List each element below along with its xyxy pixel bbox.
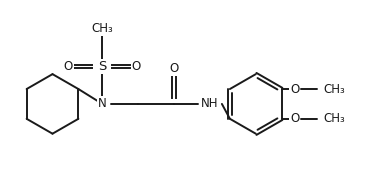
- Text: CH₃: CH₃: [324, 83, 345, 96]
- Text: N: N: [98, 97, 107, 110]
- Text: O: O: [290, 83, 299, 96]
- Text: CH₃: CH₃: [91, 22, 113, 35]
- Text: O: O: [132, 60, 141, 73]
- Text: O: O: [64, 60, 73, 73]
- Text: NH: NH: [201, 97, 219, 110]
- Text: O: O: [290, 112, 299, 125]
- Text: S: S: [98, 60, 106, 73]
- Text: CH₃: CH₃: [324, 112, 345, 125]
- Text: O: O: [170, 62, 179, 75]
